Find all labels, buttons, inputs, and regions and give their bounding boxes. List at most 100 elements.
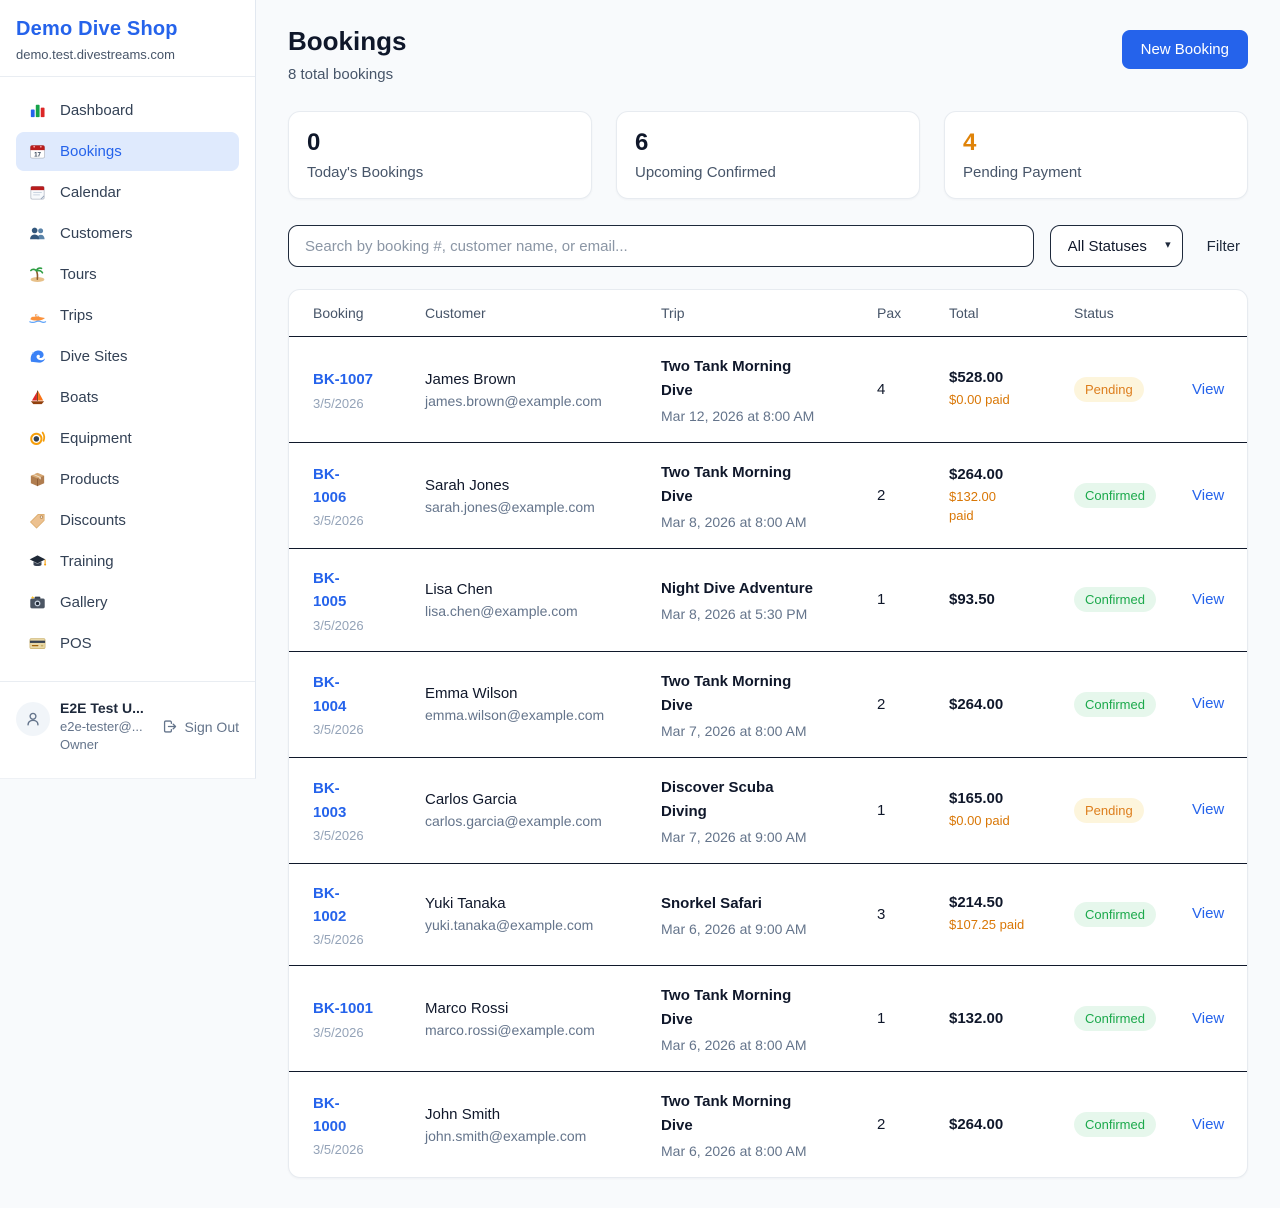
sidebar-item-training[interactable]: Training [16, 542, 239, 581]
column-header-status: Status [1074, 305, 1114, 321]
brand-title[interactable]: Demo Dive Shop [16, 18, 178, 40]
sidebar-item-label: Tours [60, 266, 97, 283]
brand-domain: demo.test.divestreams.com [16, 47, 175, 62]
sidebar-item-label: POS [60, 635, 92, 652]
customer-name: Marco Rossi [425, 999, 509, 1017]
booking-id-link[interactable]: BK- 1006 [313, 465, 347, 506]
booking-id-link[interactable]: BK-1007 [313, 371, 374, 389]
customer-cell: Yuki Tanaka yuki.tanaka@example.com [425, 895, 661, 933]
status-badge: Pending [1074, 377, 1144, 402]
customer-email: yuki.tanaka@example.com [425, 917, 594, 934]
page-subtitle: 8 total bookings [288, 66, 394, 83]
view-link[interactable]: View [1192, 486, 1225, 504]
sidebar-item-label: Dive Sites [60, 348, 128, 365]
view-cell: View [1192, 381, 1247, 399]
sidebar-item-label: Trips [60, 307, 93, 324]
stat-value: 4 [963, 129, 977, 156]
customer-cell: Sarah Jones sarah.jones@example.com [425, 477, 661, 515]
sidebar-item-discounts[interactable]: Discounts [16, 501, 239, 540]
total-amount: $264.00 [949, 1116, 1004, 1133]
column-header-total: Total [949, 305, 979, 321]
stats-row: 0 Today's Bookings 6 Upcoming Confirmed … [288, 111, 1248, 199]
sidebar-item-bookings[interactable]: 17 Bookings [16, 132, 239, 171]
view-link[interactable]: View [1192, 801, 1225, 818]
booking-date: 3/5/2026 [313, 827, 364, 843]
new-booking-button[interactable]: New Booking [1121, 30, 1248, 69]
booking-date: 3/5/2026 [313, 1024, 364, 1040]
pax-cell: 2 [877, 1116, 886, 1133]
paid-amount: $0.00 paid [949, 392, 1010, 408]
sidebar-item-boats[interactable]: Boats [16, 378, 239, 417]
status-cell: Confirmed [1074, 587, 1192, 613]
table-row: BK-1001 3/5/2026 Marco Rossi marco.rossi@ex… [289, 965, 1247, 1071]
view-link[interactable]: View [1192, 905, 1225, 923]
booking-id-link[interactable]: BK-1001 [313, 1000, 374, 1018]
view-link[interactable]: View [1192, 695, 1225, 712]
status-cell: Pending [1074, 797, 1192, 823]
sidebar-item-gallery[interactable]: Gallery [16, 583, 239, 622]
booking-id-link[interactable]: BK- 1002 [313, 884, 347, 925]
main-content: Bookings 8 total bookings New Booking 0 … [256, 0, 1280, 1208]
booking-id-link[interactable]: BK- 1000 [313, 1094, 347, 1135]
total-cell: $264.00 $132.00 paid [949, 466, 1074, 526]
trip-name: Two Tank Morning Dive [661, 1093, 792, 1134]
stat-label: Pending Payment [963, 164, 1082, 181]
view-link[interactable]: View [1192, 1115, 1225, 1133]
status-cell: Confirmed [1074, 1006, 1192, 1031]
sidebar-item-trips[interactable]: Trips [16, 296, 239, 335]
total-cell: $93.50 [949, 591, 1074, 608]
customer-email: lisa.chen@example.com [425, 602, 578, 619]
booking-date: 3/5/2026 [313, 1142, 364, 1158]
pax-cell: 2 [877, 487, 886, 504]
sidebar-item-pos[interactable]: POS [16, 624, 239, 663]
trip-name: Two Tank Morning Dive [661, 464, 792, 505]
filter-button[interactable]: Filter [1206, 237, 1240, 255]
sign-out-button[interactable]: Sign Out [161, 696, 239, 735]
sidebar-item-tours[interactable]: Tours [16, 255, 239, 294]
trip-datetime: Mar 8, 2026 at 5:30 PM [661, 606, 808, 623]
booking-id-link[interactable]: BK- 1003 [313, 780, 347, 821]
view-link[interactable]: View [1192, 590, 1225, 608]
boats-icon [28, 388, 47, 407]
sidebar-item-label: Equipment [60, 430, 132, 447]
status-filter-select[interactable]: All Statuses [1050, 226, 1182, 266]
view-cell: View [1192, 1116, 1247, 1134]
sidebar-item-dashboard[interactable]: Dashboard [16, 91, 239, 130]
sidebar-item-dive-sites[interactable]: Dive Sites [16, 337, 239, 376]
sidebar-item-customers[interactable]: Customers [16, 214, 239, 253]
trip-datetime: Mar 8, 2026 at 8:00 AM [661, 514, 807, 530]
trip-cell: Two Tank Morning Dive Mar 8, 2026 at 8:00… [661, 461, 877, 530]
pax-cell: 1 [877, 1010, 886, 1027]
status-cell: Confirmed [1074, 483, 1192, 508]
sidebar-item-equipment[interactable]: Equipment [16, 419, 239, 458]
page-header: Bookings 8 total bookings New Booking [288, 26, 1248, 83]
sidebar-item-products[interactable]: Products [16, 460, 239, 499]
search-input[interactable] [288, 225, 1034, 267]
dive-sites-icon [28, 347, 47, 366]
booking-cell: BK- 1002 3/5/2026 [313, 882, 425, 948]
trip-cell: Snorkel Safari Mar 6, 2026 at 9:00 AM [661, 892, 877, 937]
status-badge: Pending [1074, 797, 1144, 823]
stat-card-todays-bookings: 0 Today's Bookings [288, 111, 592, 199]
stat-card-pending-payment: 4 Pending Payment [944, 111, 1248, 199]
trip-cell: Night Dive Adventure Mar 8, 2026 at 5:30 … [661, 577, 877, 622]
dashboard-icon [28, 101, 47, 120]
training-icon [28, 552, 47, 571]
trip-datetime: Mar 7, 2026 at 9:00 AM [661, 828, 807, 845]
customer-name: Yuki Tanaka [425, 895, 506, 913]
column-header-pax: Pax [877, 305, 902, 321]
stat-label: Upcoming Confirmed [635, 164, 776, 181]
user-email: e2e-tester@... [60, 719, 143, 734]
trip-name: Two Tank Morning Dive [661, 987, 792, 1028]
pos-icon [28, 634, 47, 653]
total-cell: $528.00 $0.00 paid [949, 369, 1074, 410]
sidebar-item-calendar[interactable]: Calendar [16, 173, 239, 212]
view-link[interactable]: View [1192, 1009, 1225, 1027]
booking-id-link[interactable]: BK- 1005 [313, 570, 347, 611]
total-cell: $264.00 [949, 696, 1074, 713]
view-link[interactable]: View [1192, 380, 1225, 398]
total-amount: $132.00 [949, 1010, 1004, 1027]
trip-datetime: Mar 6, 2026 at 9:00 AM [661, 920, 807, 937]
booking-id-link[interactable]: BK- 1004 [313, 674, 347, 715]
table-body: BK-1007 3/5/2026 James Brown james.brown@ex… [289, 336, 1247, 1177]
